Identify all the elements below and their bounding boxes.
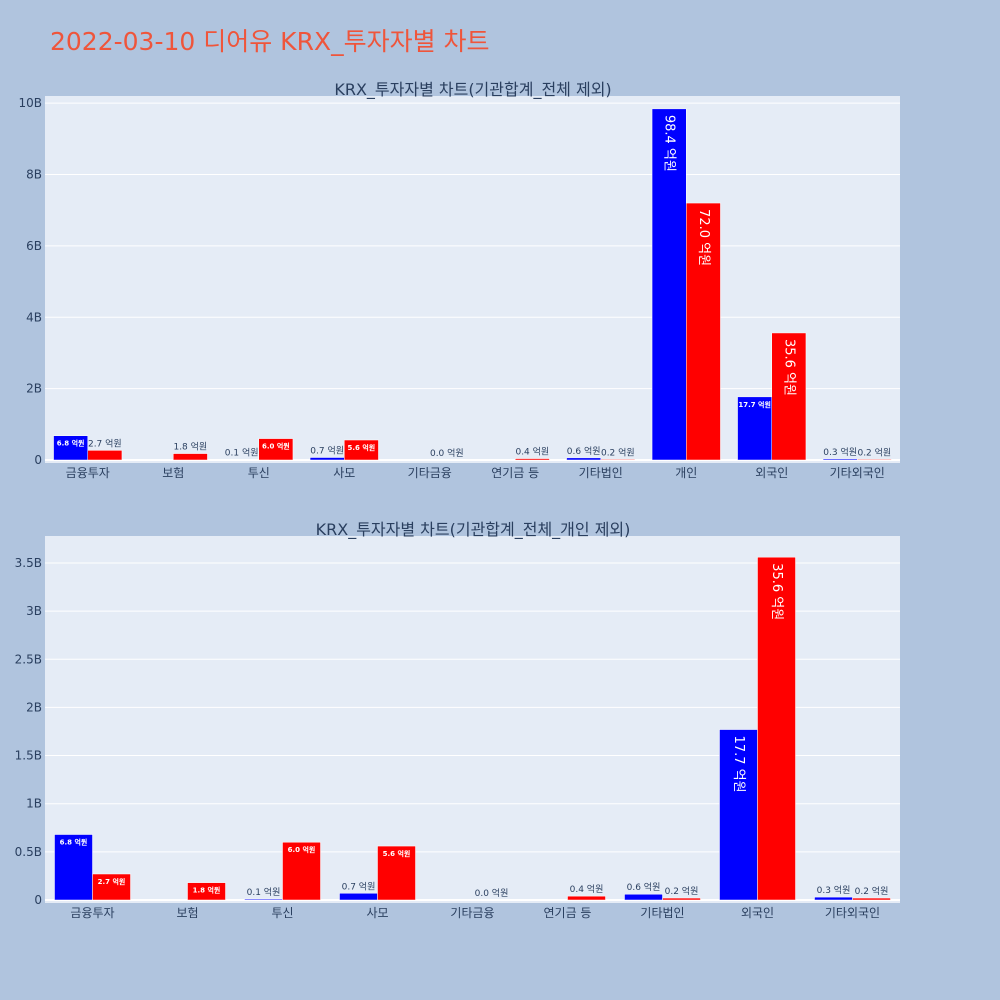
x-tick-label: 보험 xyxy=(162,466,184,480)
bar xyxy=(852,897,891,901)
data-label: 6.0 억원 xyxy=(262,442,290,451)
x-tick-label: 연기금 등 xyxy=(544,906,592,920)
data-label: 35.6 억원 xyxy=(781,339,796,396)
data-label: 0.7 억원 xyxy=(310,445,344,457)
x-tick-label: 연기금 등 xyxy=(491,466,539,480)
x-tick-label: 보험 xyxy=(176,906,198,920)
bar xyxy=(686,202,721,461)
bar xyxy=(651,108,687,461)
data-label: 6.8 억원 xyxy=(60,838,88,847)
bar xyxy=(515,458,550,461)
bar xyxy=(567,895,606,901)
x-tick-label: 투신 xyxy=(271,906,293,920)
data-label: 0.3 억원 xyxy=(823,446,857,458)
x-tick-label: 외국인 xyxy=(741,906,774,920)
data-label: 2.7 억원 xyxy=(98,877,126,886)
x-tick-label: 투신 xyxy=(248,466,270,480)
data-label: 1.8 억원 xyxy=(173,441,207,453)
bar xyxy=(339,893,378,901)
y-tick-label: 0.5B xyxy=(15,845,42,859)
data-label: 0.6 억원 xyxy=(567,445,601,457)
data-label: 0.7 억원 xyxy=(342,880,376,892)
x-tick-label: 개인 xyxy=(675,466,697,480)
y-tick-label: 0 xyxy=(34,453,42,467)
data-label: 0.6 억원 xyxy=(627,881,661,893)
bar xyxy=(87,450,123,461)
data-label: 0.0 억원 xyxy=(430,447,464,459)
bar xyxy=(244,898,283,901)
bar xyxy=(282,841,321,901)
x-tick-label: 사모 xyxy=(366,906,388,920)
data-label: 98.4 억원 xyxy=(662,115,677,172)
data-label: 72.0 억원 xyxy=(696,209,711,266)
data-label: 2.7 억원 xyxy=(88,437,122,449)
y-tick-label: 2B xyxy=(26,700,42,714)
page-title: 2022-03-10 디어유 KRX_투자자별 차트 xyxy=(50,27,490,56)
data-label: 0.4 억원 xyxy=(570,883,604,895)
y-tick-label: 0 xyxy=(34,893,42,907)
x-tick-label: 기타외국인 xyxy=(830,466,885,480)
data-label: 0.1 억원 xyxy=(247,886,281,898)
x-tick-label: 기타외국인 xyxy=(825,906,880,920)
y-tick-label: 10B xyxy=(18,96,42,110)
data-label: 35.6 억원 xyxy=(769,563,784,620)
data-label: 0.1 억원 xyxy=(225,447,259,459)
chart-title-bottom: KRX_투자자별 차트(기관합계_전체_개인 제외) xyxy=(316,520,631,540)
data-label: 1.8 억원 xyxy=(193,886,221,895)
y-tick-label: 8B xyxy=(26,168,42,182)
y-tick-label: 2B xyxy=(26,382,42,396)
bar xyxy=(857,459,892,461)
bar xyxy=(757,556,796,901)
bar xyxy=(822,458,858,461)
y-tick-label: 1B xyxy=(26,797,42,811)
bar xyxy=(662,897,701,901)
data-label: 0.2 억원 xyxy=(601,446,635,458)
bar xyxy=(737,396,772,461)
bar xyxy=(92,873,131,901)
bar xyxy=(54,834,93,901)
x-tick-label: 기타법인 xyxy=(640,906,684,920)
bar xyxy=(377,845,416,901)
x-tick-label: 기타금융 xyxy=(408,466,452,480)
data-label: 0.4 억원 xyxy=(515,446,549,458)
bar xyxy=(566,457,601,461)
y-tick-label: 6B xyxy=(26,239,42,253)
bar xyxy=(814,896,853,901)
data-label: 5.6 억원 xyxy=(347,443,375,452)
y-tick-label: 3B xyxy=(26,604,42,618)
x-tick-label: 금융투자 xyxy=(70,906,114,920)
data-label: 0.2 억원 xyxy=(665,885,699,897)
data-label: 5.6 억원 xyxy=(383,849,411,858)
bar xyxy=(624,893,663,901)
data-label: 6.0 억원 xyxy=(288,845,316,854)
x-tick-label: 기타법인 xyxy=(579,466,623,480)
bar xyxy=(344,439,379,461)
bar xyxy=(187,882,226,901)
x-tick-label: 사모 xyxy=(333,466,355,480)
y-tick-label: 3.5B xyxy=(15,556,42,570)
data-label: 0.3 억원 xyxy=(817,884,851,896)
x-tick-label: 외국인 xyxy=(755,466,788,480)
y-tick-label: 2.5B xyxy=(15,652,42,666)
bar xyxy=(258,438,294,461)
data-label: 17.7 억원 xyxy=(738,400,771,409)
chart-bottom: 0 0.5B 1B 1.5B 2B 2.5B 3B 3.5B 금융투자 6.8 억원 2.7 억원보… xyxy=(15,520,900,920)
x-tick-label: 금융투자 xyxy=(66,466,110,480)
data-label: 0.2 억원 xyxy=(857,446,891,458)
bar xyxy=(173,453,208,461)
bar xyxy=(771,332,807,461)
data-label: 6.8 억원 xyxy=(57,439,85,448)
chart-title-top: KRX_투자자별 차트(기관합계_전체 제외) xyxy=(334,80,611,100)
y-tick-label: 1.5B xyxy=(15,749,42,763)
x-tick-label: 기타금융 xyxy=(450,906,494,920)
data-label: 0.2 억원 xyxy=(855,885,889,897)
data-label: 0.0 억원 xyxy=(475,887,509,899)
bar xyxy=(53,435,88,461)
y-tick-label: 4B xyxy=(26,310,42,324)
bar xyxy=(600,459,636,461)
bar xyxy=(309,457,345,461)
data-label: 17.7 억원 xyxy=(731,736,746,793)
